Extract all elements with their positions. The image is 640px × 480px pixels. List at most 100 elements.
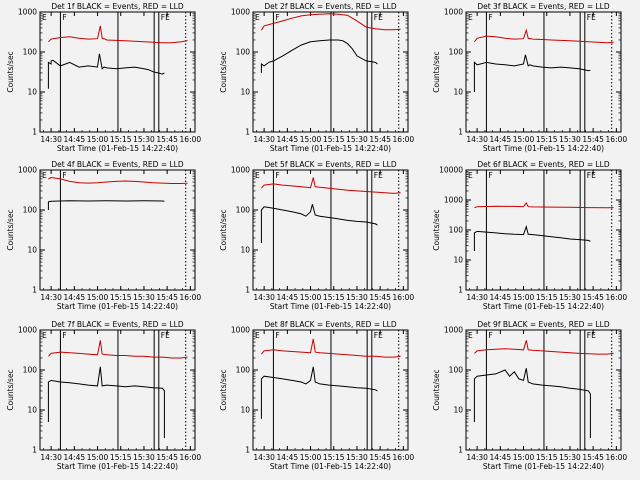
x-tick-label: 15:30 (346, 453, 368, 462)
y-tick-label: 100 (23, 48, 38, 57)
events-series-line (47, 366, 165, 438)
y-tick-label: 100 (449, 366, 464, 375)
y-axis-label: Counts/sec (6, 209, 15, 250)
x-tick-label: 15:30 (559, 135, 581, 144)
x-tick-label: 15:45 (582, 293, 604, 302)
x-tick-label: 15:15 (110, 293, 132, 302)
x-axis-label: Start Time (01-Feb-15 14:22:40) (57, 302, 178, 311)
corner-flag-label: E (42, 331, 47, 340)
time-marker-label: F (62, 13, 66, 22)
time-marker-label: FE (587, 13, 596, 22)
x-tick-label: 15:15 (323, 453, 345, 462)
corner-flag-label: E (468, 13, 473, 22)
time-marker-label: FE (587, 171, 596, 180)
y-axis-label: Counts/sec (432, 369, 441, 410)
x-tick-label: 15:00 (513, 135, 535, 144)
y-tick-label: 10 (453, 88, 463, 97)
y-tick-label: 1 (458, 286, 463, 295)
x-tick-label: 14:45 (277, 135, 299, 144)
plot-title: Det 6f BLACK = Events, RED = LLD (477, 160, 610, 169)
x-tick-label: 15:30 (133, 293, 155, 302)
time-marker-label: FE (374, 171, 383, 180)
x-tick-label: 14:45 (490, 293, 512, 302)
x-tick-label: 15:00 (513, 293, 535, 302)
x-tick-label: 16:00 (180, 135, 202, 144)
y-tick-label: 100 (23, 206, 38, 215)
plot-title: Det 5f BLACK = Events, RED = LLD (264, 160, 397, 169)
plot-title: Det 4f BLACK = Events, RED = LLD (51, 160, 184, 169)
events-series-line (473, 368, 591, 438)
plot-frame (39, 169, 196, 291)
y-tick-label: 1000 (444, 8, 463, 17)
x-tick-label: 14:45 (490, 453, 512, 462)
y-axis-label: Counts/sec (219, 51, 228, 92)
x-tick-label: 16:00 (180, 453, 202, 462)
lld-series-line (261, 338, 401, 358)
plot-panel-6: Det 6f BLACK = Events, RED = LLD Counts/s… (432, 160, 627, 311)
corner-flag-label: E (255, 331, 260, 340)
y-tick-label: 1000 (444, 326, 463, 335)
x-tick-label: 15:30 (346, 135, 368, 144)
x-tick-label: 16:00 (180, 293, 202, 302)
x-tick-label: 14:45 (277, 453, 299, 462)
x-tick-label: 14:30 (466, 453, 488, 462)
y-tick-label: 10000 (439, 166, 463, 175)
plot-panel-4: Det 4f BLACK = Events, RED = LLD Counts/s… (6, 160, 201, 311)
y-tick-label: 1 (458, 446, 463, 455)
lld-series-line (474, 28, 614, 44)
time-marker-label: FE (587, 331, 596, 340)
x-tick-label: 14:30 (466, 293, 488, 302)
x-tick-label: 16:00 (393, 135, 415, 144)
events-series-line (47, 53, 165, 89)
y-tick-label: 1 (245, 446, 250, 455)
corner-flag-label: E (255, 13, 260, 22)
y-tick-label: 1 (32, 286, 37, 295)
events-series-line (260, 39, 378, 73)
plot-panel-5: Det 5f BLACK = Events, RED = LLD Counts/s… (219, 160, 414, 311)
y-tick-label: 100 (236, 206, 251, 215)
corner-flag-label: E (468, 331, 473, 340)
lld-series-line (260, 13, 401, 31)
y-tick-label: 100 (236, 48, 251, 57)
x-axis-label: Start Time (01-Feb-15 14:22:40) (270, 462, 391, 471)
y-axis-label: Counts/sec (219, 369, 228, 410)
lld-series-line (48, 25, 188, 44)
time-marker-label: F (275, 171, 279, 180)
x-tick-label: 16:00 (393, 293, 415, 302)
plot-title: Det 1f BLACK = Events, RED = LLD (51, 2, 184, 11)
x-tick-label: 15:00 (300, 293, 322, 302)
x-tick-label: 14:45 (64, 135, 86, 144)
x-axis-label: Start Time (01-Feb-15 14:22:40) (483, 144, 604, 153)
lld-series-line (474, 340, 614, 355)
y-axis-label: Counts/sec (432, 51, 441, 92)
corner-flag-label: E (255, 171, 260, 180)
x-tick-label: 14:45 (490, 135, 512, 144)
time-marker-label: F (62, 331, 66, 340)
y-axis-label: Counts/sec (6, 51, 15, 92)
x-tick-label: 15:45 (582, 453, 604, 462)
x-tick-label: 14:30 (40, 135, 62, 144)
corner-flag-label: E (42, 171, 47, 180)
events-series-line (473, 54, 591, 92)
x-tick-label: 16:00 (606, 293, 628, 302)
x-tick-label: 15:45 (156, 135, 178, 144)
y-tick-label: 1 (245, 286, 250, 295)
y-tick-label: 1 (458, 128, 463, 137)
time-marker-label: F (488, 171, 492, 180)
lld-series-line (48, 340, 188, 359)
y-tick-label: 10 (453, 256, 463, 265)
y-tick-label: 100 (23, 366, 38, 375)
y-tick-label: 100 (449, 226, 464, 235)
events-series-line (260, 366, 378, 419)
x-tick-label: 14:45 (64, 293, 86, 302)
x-tick-label: 14:45 (64, 453, 86, 462)
x-tick-label: 14:30 (40, 293, 62, 302)
x-tick-label: 15:00 (87, 135, 109, 144)
x-tick-label: 15:30 (346, 293, 368, 302)
time-marker-label: FE (161, 331, 170, 340)
x-tick-label: 15:15 (323, 293, 345, 302)
y-tick-label: 10 (453, 406, 463, 415)
y-tick-label: 100 (236, 366, 251, 375)
x-tick-label: 15:30 (559, 293, 581, 302)
